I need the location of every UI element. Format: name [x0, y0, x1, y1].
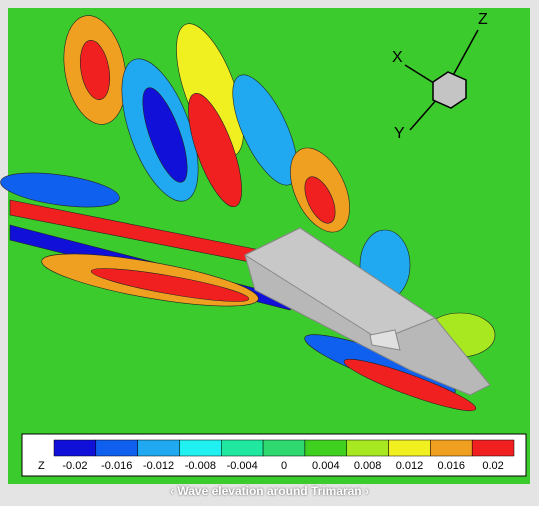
- legend-swatch: [137, 439, 180, 457]
- wave-contours: [0, 15, 496, 412]
- legend-tick-label: 0.008: [354, 460, 382, 472]
- legend-tick-label: 0.004: [312, 460, 340, 472]
- triad-label: Z: [478, 11, 488, 28]
- legend-tick-label: 0.012: [396, 460, 424, 472]
- legend-tick-label: -0.012: [143, 460, 174, 472]
- legend-swatch: [388, 439, 431, 457]
- trimaran-hull: [243, 227, 491, 396]
- legend-swatch: [179, 439, 222, 457]
- legend-swatch: [430, 439, 473, 457]
- triad-label: X: [392, 49, 403, 66]
- legend-label: Z: [38, 460, 45, 472]
- legend-swatch: [346, 439, 389, 457]
- legend-swatch: [304, 439, 347, 457]
- legend-tick-label: -0.016: [101, 460, 132, 472]
- triad-cube: [432, 71, 467, 109]
- legend-swatch: [221, 439, 264, 457]
- caption: ‹ Wave elevation around Trimaran ›: [170, 484, 369, 498]
- triad-label: Y: [394, 125, 405, 142]
- legend-swatch: [262, 439, 306, 457]
- colorbar: -0.02 -0.016 -0.012 -0.008 -0.004 0 0.004 0.008…: [53, 439, 515, 472]
- legend-tick-label: -0.004: [227, 460, 258, 472]
- legend-tick-label: 0.016: [438, 460, 466, 472]
- legend-swatch: [471, 439, 515, 457]
- legend-tick-label: -0.008: [185, 460, 216, 472]
- contour-view: Z X Y Z -0.02 -0.016 -0.012 -0.008 -0.004 0 0.…: [0, 8, 530, 484]
- axis-triad: [404, 29, 479, 131]
- legend-swatch: [95, 439, 138, 457]
- legend-tick-label: -0.02: [62, 460, 87, 472]
- legend-swatch: [53, 439, 97, 457]
- legend-tick-label: 0: [281, 460, 287, 472]
- legend-tick-label: 0.02: [482, 460, 503, 472]
